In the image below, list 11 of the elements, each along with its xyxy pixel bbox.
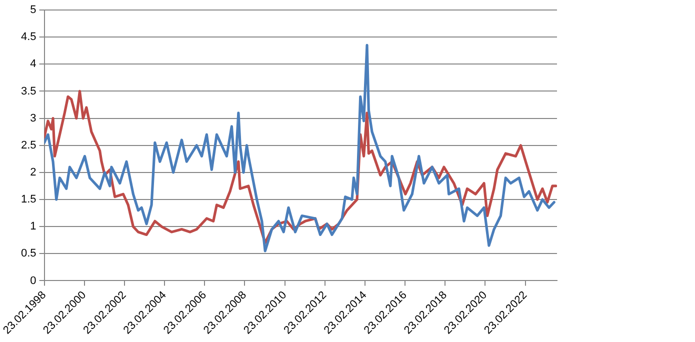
y-tick-label: 2.5 xyxy=(20,139,36,152)
y-tick-label: 3 xyxy=(30,112,36,124)
y-tick-label: 4 xyxy=(30,58,36,70)
y-tick-label: 3.5 xyxy=(20,85,36,98)
y-tick-label: 1 xyxy=(30,220,36,233)
y-tick-label: 0 xyxy=(30,274,36,287)
y-tick-label: 4.5 xyxy=(20,31,36,44)
y-tick-label: 0.5 xyxy=(20,248,36,260)
y-tick-label: 1.5 xyxy=(20,194,36,206)
y-tick-label: 5 xyxy=(30,4,36,16)
y-tick-label: 2 xyxy=(30,166,36,178)
